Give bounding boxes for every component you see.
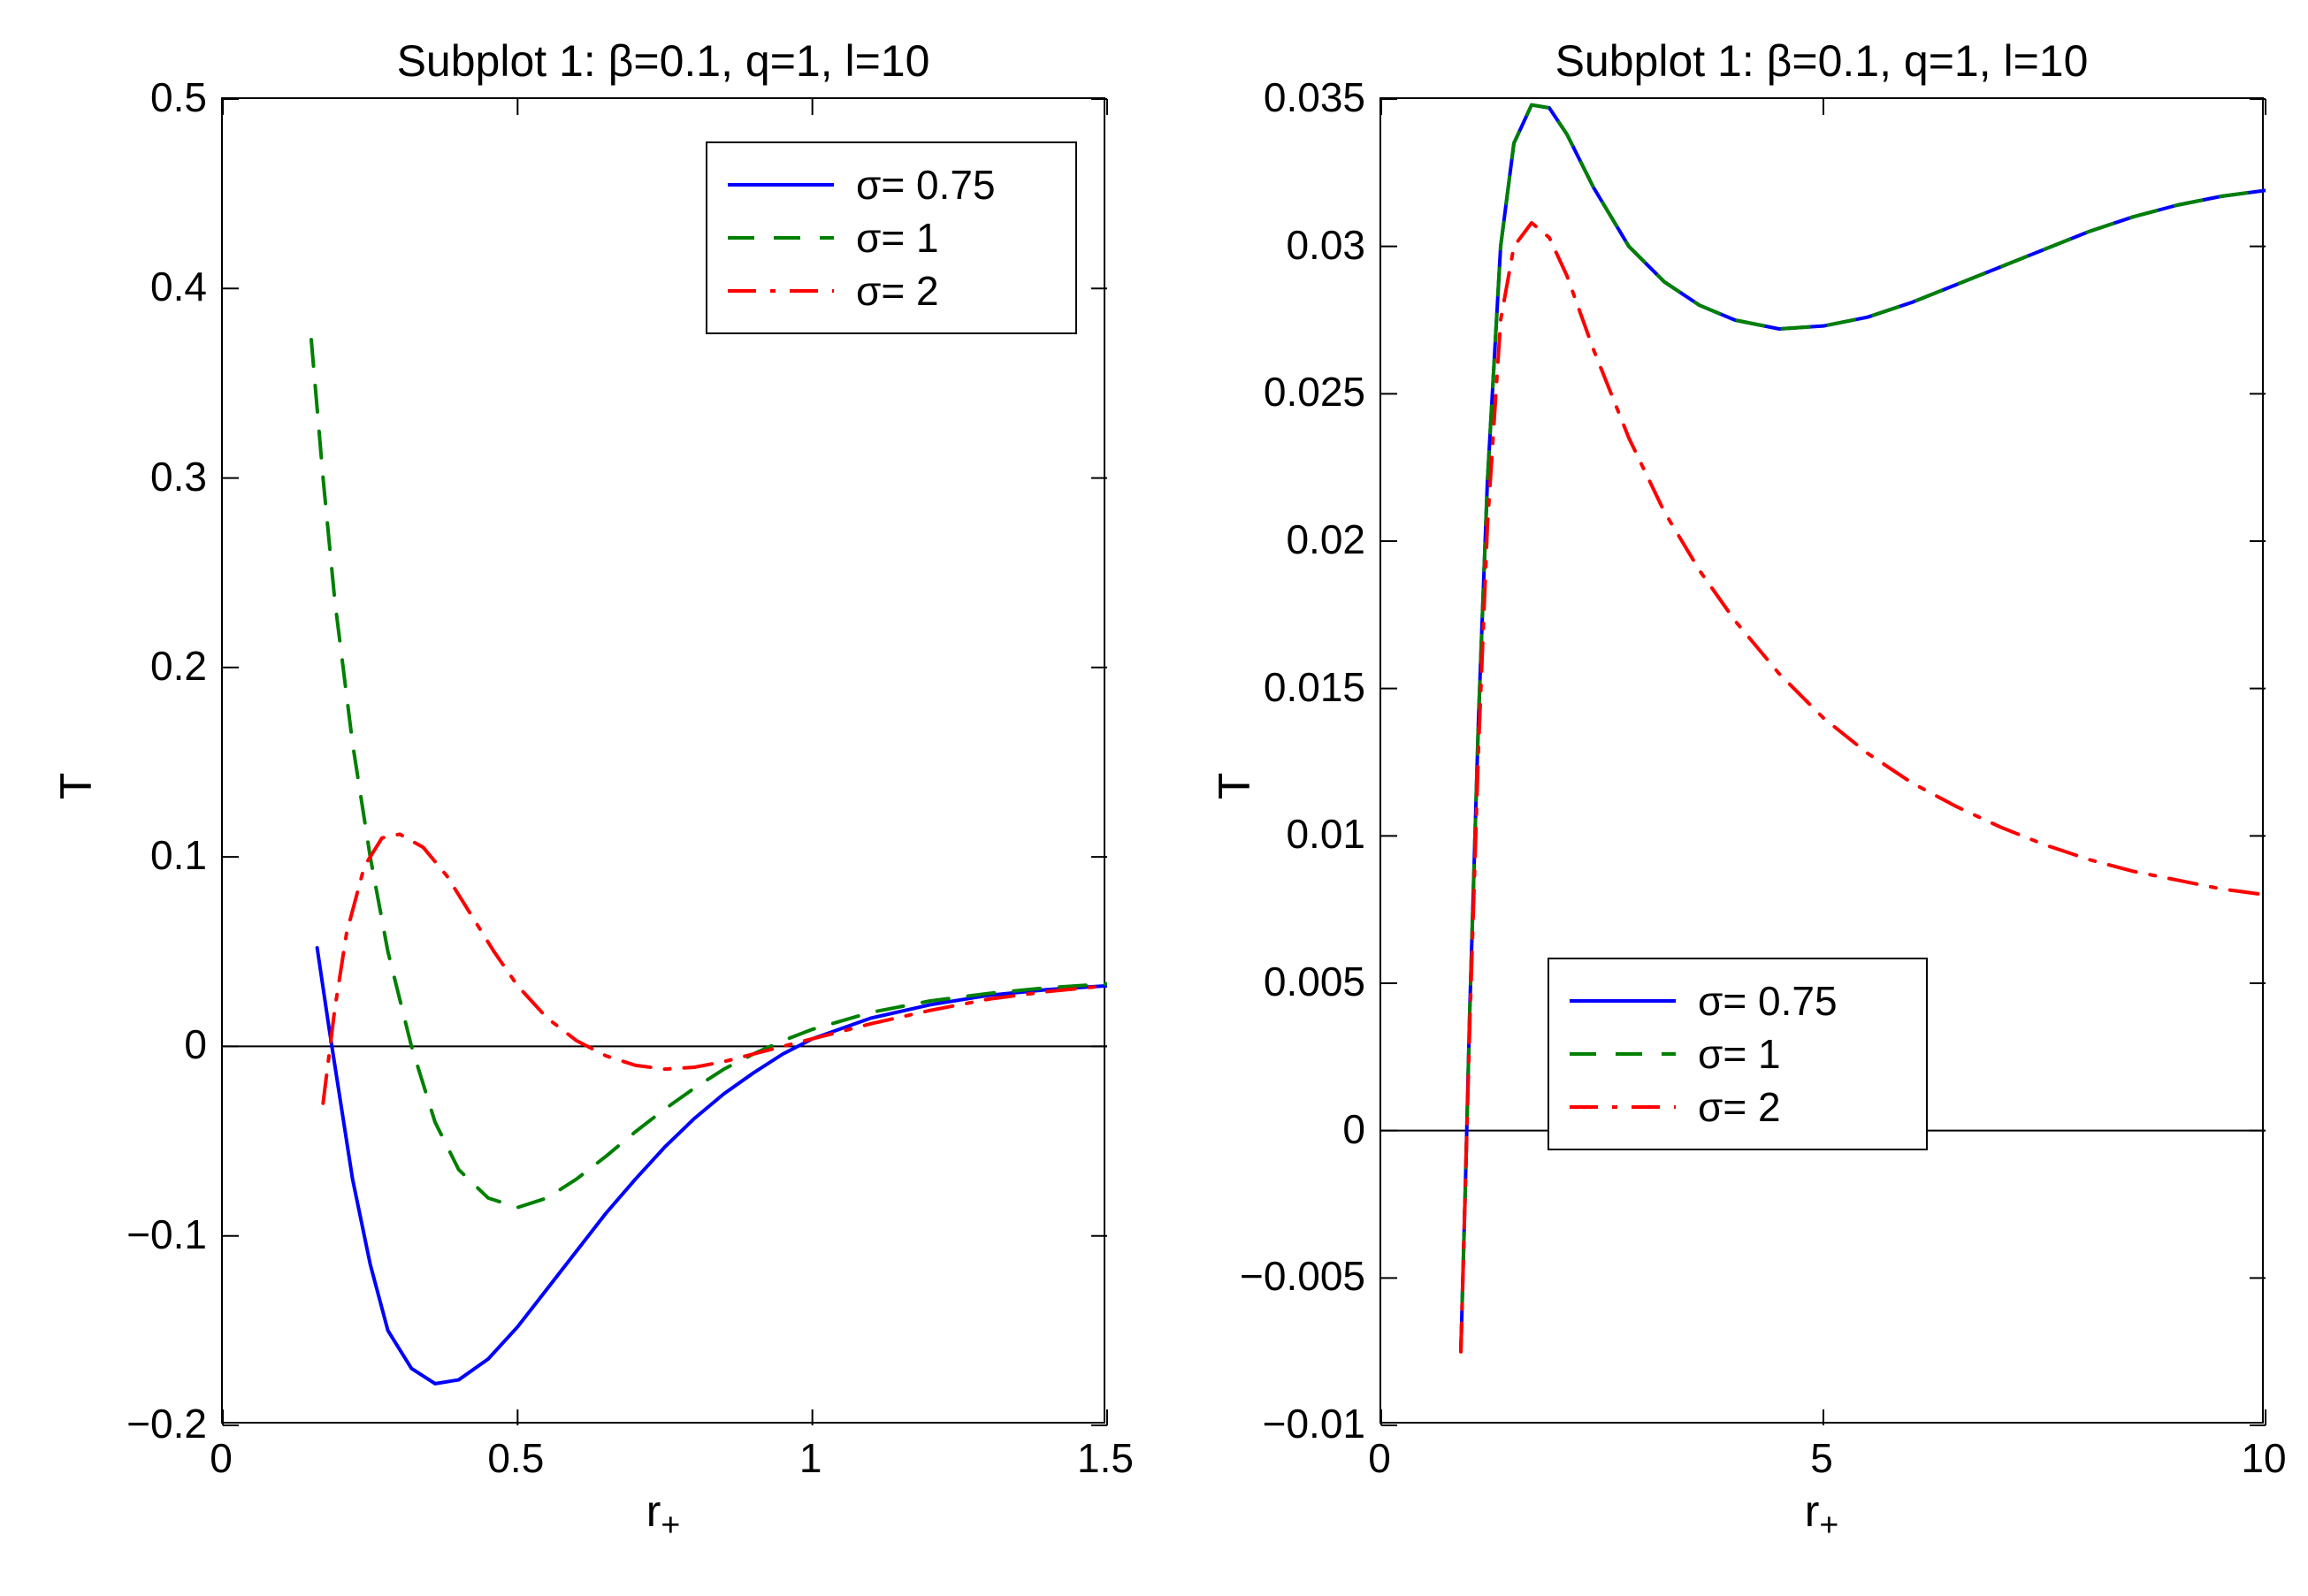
figure: Subplot 1: β=0.1, q=1, l=10 Tr+ 0 0.5 1 1.5 −0… bbox=[0, 0, 2308, 1596]
series-left-sigma=0.75 bbox=[317, 948, 1107, 1384]
y-tick-label: 0.2 bbox=[150, 642, 207, 690]
series-right-sigma=1 bbox=[1461, 105, 2266, 1352]
series-right-sigma=2 bbox=[1461, 223, 2266, 1352]
y-axis-label-left: T bbox=[50, 773, 101, 800]
y-tick-label: 0.035 bbox=[1264, 73, 1365, 121]
x-tick-label: 10 bbox=[2241, 1434, 2286, 1482]
plot-svg-right bbox=[1381, 99, 2266, 1425]
x-tick-label: 5 bbox=[1810, 1434, 1833, 1482]
y-tick-label: 0.1 bbox=[150, 831, 207, 879]
x-tick-label: 1.5 bbox=[1077, 1434, 1134, 1482]
y-tick-label: 0 bbox=[1342, 1105, 1365, 1153]
legend-item: σ= 1 bbox=[723, 214, 1059, 262]
legend-label: σ= 0.75 bbox=[1698, 977, 1838, 1025]
legend-item: σ= 0.75 bbox=[723, 161, 1059, 209]
legend-item: σ= 2 bbox=[723, 267, 1059, 315]
y-tick-label: −0.005 bbox=[1240, 1252, 1365, 1300]
series-right-sigma=0.75 bbox=[1461, 105, 2266, 1352]
subplot-title-right: Subplot 1: β=0.1, q=1, l=10 bbox=[1555, 35, 2089, 87]
legend-swatch-icon bbox=[1565, 988, 1680, 1014]
y-tick-label: 0.4 bbox=[150, 263, 207, 310]
x-axis-label-left: r+ bbox=[646, 1485, 681, 1544]
legend-swatch-icon bbox=[723, 225, 838, 251]
y-tick-label: 0.02 bbox=[1286, 515, 1365, 563]
legend-swatch-icon bbox=[723, 172, 838, 198]
legend-label: σ= 2 bbox=[1698, 1083, 1781, 1131]
legend-item: σ= 2 bbox=[1565, 1083, 1910, 1131]
x-tick-label: 0 bbox=[210, 1434, 233, 1482]
legend-label: σ= 1 bbox=[856, 214, 939, 262]
legend-item: σ= 1 bbox=[1565, 1030, 1910, 1078]
legend-label: σ= 0.75 bbox=[856, 161, 996, 209]
y-tick-label: 0.3 bbox=[150, 453, 207, 500]
x-axis-label-right: r+ bbox=[1805, 1485, 1839, 1544]
y-tick-label: 0 bbox=[184, 1020, 207, 1068]
legend-label: σ= 1 bbox=[1698, 1030, 1781, 1078]
y-tick-label: −0.2 bbox=[126, 1400, 207, 1447]
y-tick-label: −0.1 bbox=[126, 1210, 207, 1258]
legend-swatch-icon bbox=[1565, 1094, 1680, 1120]
series-left-sigma=1 bbox=[311, 340, 1107, 1207]
legend-right: σ= 0.75 σ= 1 σ= 2 bbox=[1548, 958, 1928, 1150]
legend-swatch-icon bbox=[723, 278, 838, 304]
x-tick-label: 0.5 bbox=[487, 1434, 544, 1482]
y-tick-label: 0.5 bbox=[150, 73, 207, 121]
y-tick-label: 0.005 bbox=[1264, 958, 1365, 1005]
x-tick-label: 1 bbox=[799, 1434, 822, 1482]
y-tick-label: −0.01 bbox=[1263, 1400, 1365, 1447]
y-tick-label: 0.01 bbox=[1286, 810, 1365, 858]
y-axis-label-right: T bbox=[1208, 773, 1259, 800]
x-tick-label: 0 bbox=[1368, 1434, 1391, 1482]
legend-left: σ= 0.75 σ= 1 σ= 2 bbox=[706, 141, 1077, 334]
y-tick-label: 0.025 bbox=[1264, 368, 1365, 416]
y-tick-label: 0.015 bbox=[1264, 663, 1365, 711]
subplot-title-left: Subplot 1: β=0.1, q=1, l=10 bbox=[397, 35, 930, 87]
plot-area-right bbox=[1379, 97, 2264, 1424]
legend-label: σ= 2 bbox=[856, 267, 939, 315]
y-tick-label: 0.03 bbox=[1286, 221, 1365, 269]
series-left-sigma=2 bbox=[323, 834, 1107, 1103]
legend-item: σ= 0.75 bbox=[1565, 977, 1910, 1025]
legend-swatch-icon bbox=[1565, 1041, 1680, 1067]
